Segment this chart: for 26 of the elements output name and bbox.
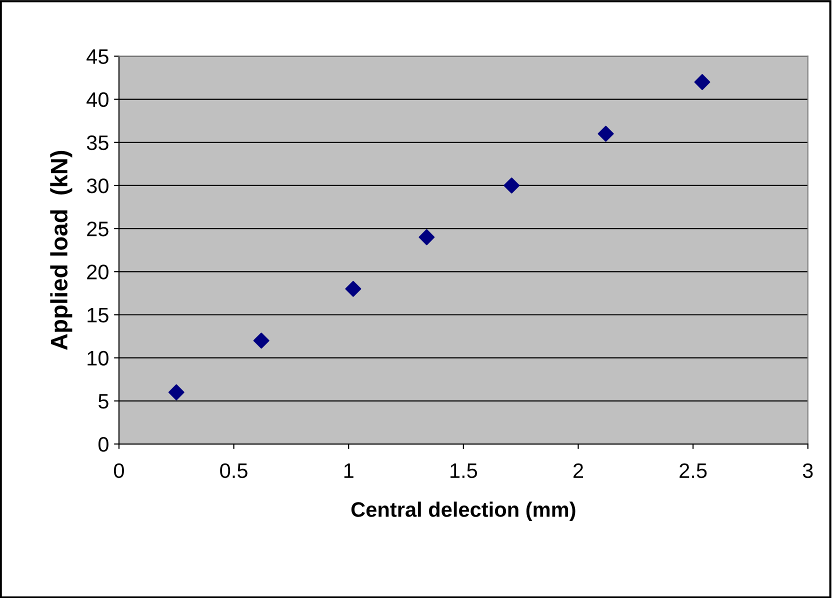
y-tick-label: 5 [98,394,108,409]
point [253,332,270,349]
y-tick-label: 40 [86,92,108,108]
point [504,178,520,194]
x-tick-label: 2.5 [680,463,707,478]
point [168,384,184,400]
y-tick-label: 35 [86,135,108,150]
x-axis-title: Central delection (mm) [351,502,576,522]
x-tick-label: 2 [573,463,583,478]
point [598,126,614,142]
x-tick-label: 1 [344,464,354,478]
y-tick-label: 15 [88,308,108,322]
x-tick-label: 0.5 [220,463,248,478]
y-axis-title: Applied load (kN) [50,150,72,350]
y-tick-label: 10 [88,350,108,366]
x-tick-label: 1.5 [450,464,478,478]
point [418,229,435,246]
y-tick-label: 25 [87,222,108,236]
y-tick-label: 30 [86,178,108,194]
point [345,280,362,297]
y-tick-label: 20 [87,264,108,280]
y-tick-label: 45 [86,49,108,64]
x-tick-label: 0 [114,463,124,478]
y-tick-label: 0 [98,437,108,452]
x-tick-label: 3 [802,463,813,478]
point [694,74,710,90]
